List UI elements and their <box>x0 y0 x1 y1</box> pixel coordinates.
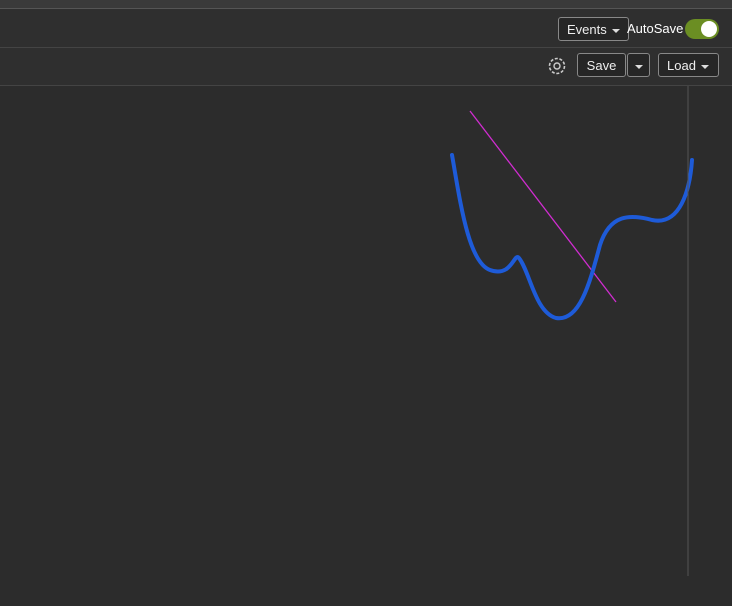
toggle-knob <box>701 21 717 37</box>
load-button[interactable]: Load <box>658 53 719 77</box>
save-dropdown[interactable] <box>627 53 650 77</box>
save-label: Save <box>586 58 617 73</box>
autosave-toggle[interactable] <box>685 19 719 39</box>
caret <box>700 64 709 69</box>
title-bar <box>0 0 732 9</box>
chart-toolbar: Save Load <box>0 48 732 86</box>
events-label: Events <box>567 22 607 37</box>
caret <box>611 28 620 33</box>
save-button[interactable]: Save <box>577 53 626 77</box>
caret <box>635 64 643 69</box>
freehand-drawing <box>450 153 694 321</box>
load-label: Load <box>667 58 696 73</box>
toolbar: Events AutoSave <box>0 9 732 48</box>
plot-background <box>0 86 732 606</box>
autosave-label: AutoSave <box>627 21 684 36</box>
events-button[interactable]: Events <box>558 17 629 41</box>
settings-icon[interactable] <box>546 55 568 77</box>
